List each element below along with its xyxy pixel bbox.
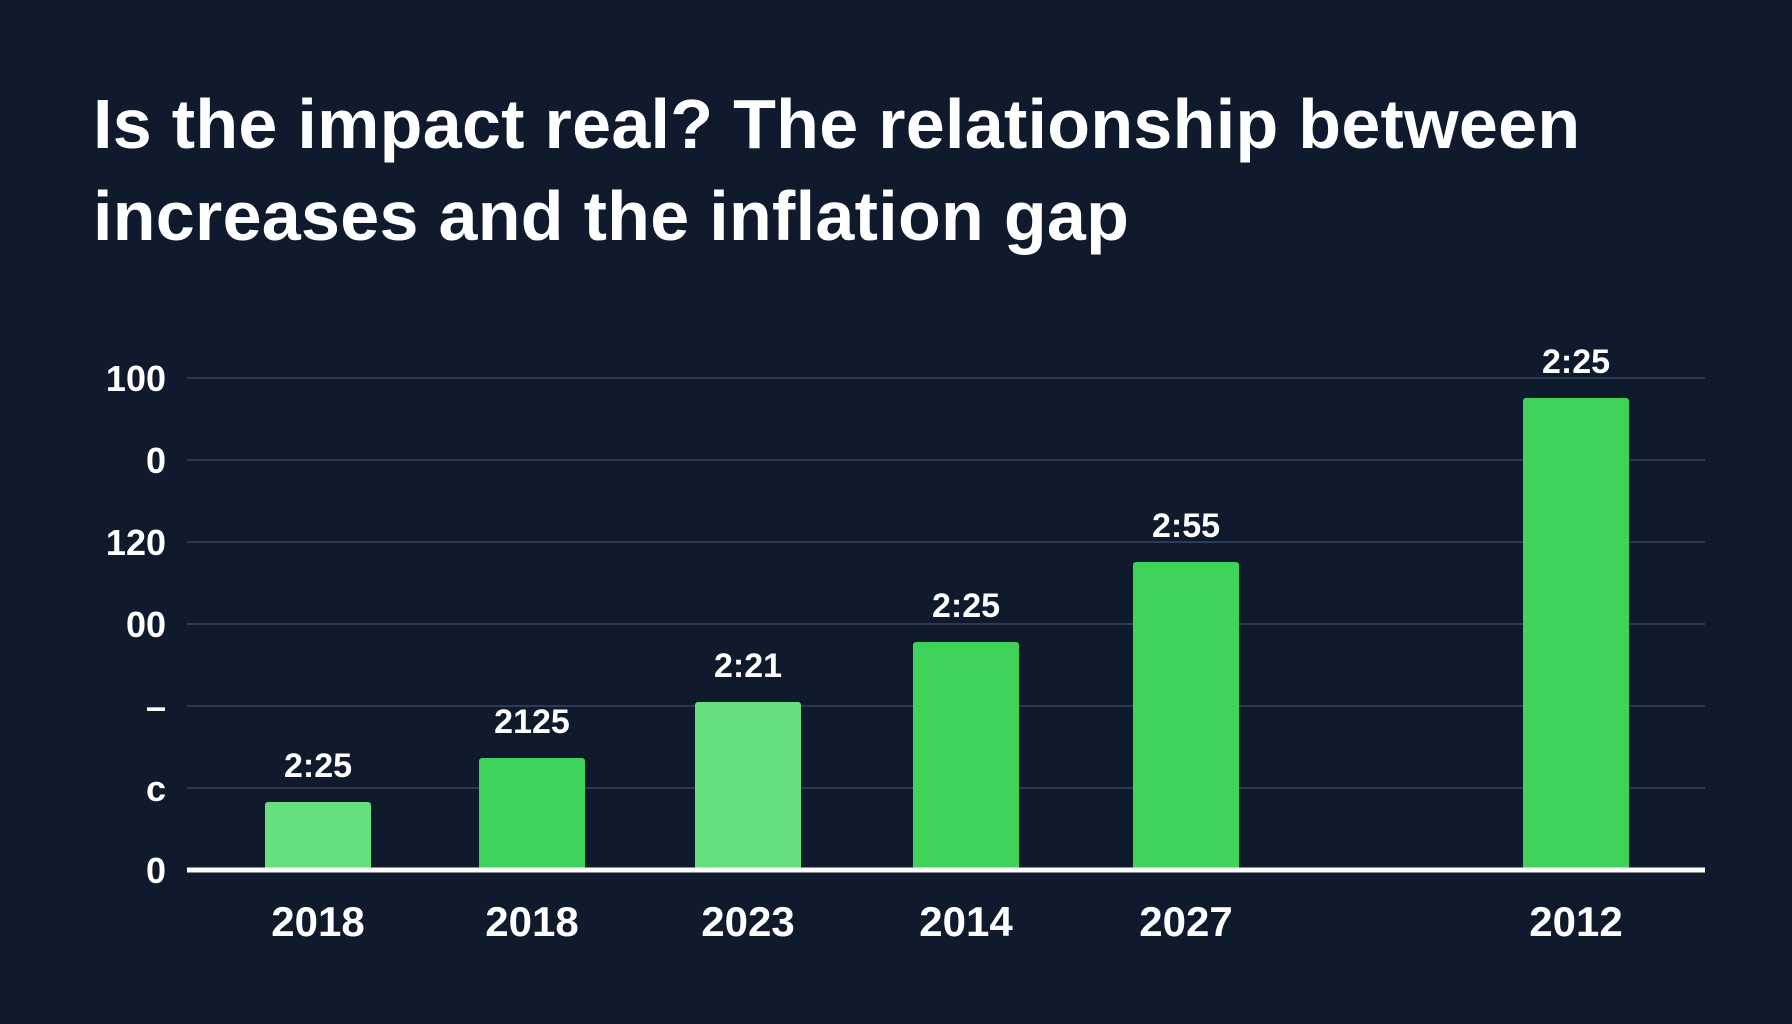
bar-4 (913, 642, 1019, 870)
data-label: 2:25 (284, 747, 352, 785)
y-tick-label: – (146, 686, 166, 727)
bars (265, 398, 1629, 870)
data-label: 2:21 (714, 647, 782, 685)
y-tick-label: 0 (146, 850, 166, 891)
y-tick-label: 00 (126, 604, 166, 645)
data-labels: 2:25 2125 2:21 2:25 2:55 2:25 (284, 343, 1610, 785)
x-tick-label: 2018 (485, 898, 578, 945)
bar-6 (1523, 398, 1629, 870)
y-tick-label: 100 (106, 358, 166, 399)
bar-2 (479, 758, 585, 870)
chart-title-line-2: increases and the inflation gap (93, 177, 1130, 255)
chart-title-line-1: Is the impact real? The relationship bet… (93, 85, 1581, 163)
bar-1 (265, 802, 371, 870)
y-tick-label: c (146, 768, 166, 809)
x-tick-label: 2018 (271, 898, 364, 945)
data-label: 2125 (494, 703, 570, 741)
x-tick-label: 2014 (919, 898, 1013, 945)
data-label: 2:25 (1542, 343, 1610, 381)
data-label: 2:55 (1152, 507, 1220, 545)
bar-5 (1133, 562, 1239, 870)
x-axis-ticks: 2018 2018 2023 2014 2027 2012 (271, 898, 1622, 945)
bar-3 (695, 702, 801, 870)
x-tick-label: 2012 (1529, 898, 1622, 945)
y-tick-label: 120 (106, 522, 166, 563)
chart-title: Is the impact real? The relationship bet… (93, 78, 1713, 262)
x-tick-label: 2027 (1139, 898, 1232, 945)
y-axis-ticks: 0 c – 00 120 0 100 (106, 358, 166, 891)
x-tick-label: 2023 (701, 898, 794, 945)
data-label: 2:25 (932, 587, 1000, 625)
y-tick-label: 0 (146, 440, 166, 481)
